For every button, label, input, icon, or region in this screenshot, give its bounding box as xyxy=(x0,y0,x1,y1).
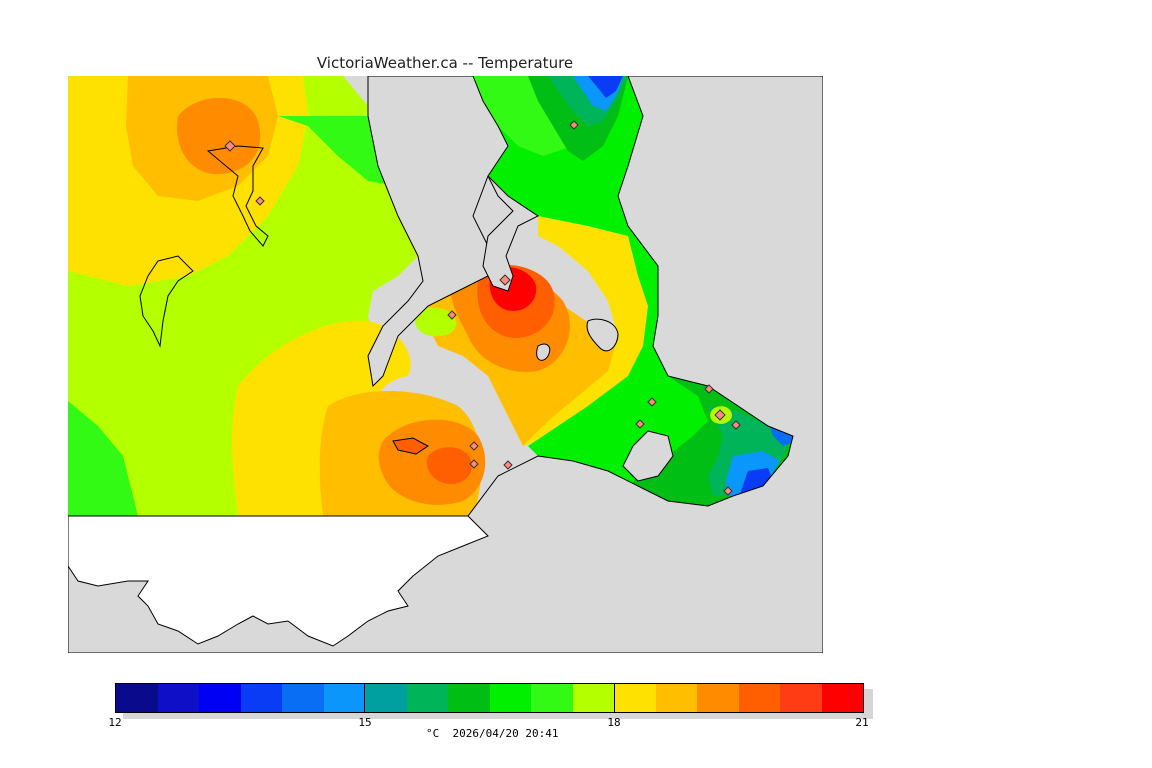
color-scale-bin xyxy=(199,684,241,712)
east-field xyxy=(473,76,798,506)
color-scale-bin xyxy=(157,684,199,712)
color-scale-bar xyxy=(115,683,873,719)
diamond-icon xyxy=(447,310,457,320)
diamond-icon xyxy=(469,459,479,469)
color-scale-bin xyxy=(282,684,324,712)
color-scale-bin xyxy=(614,684,656,712)
station-markers xyxy=(224,120,741,496)
color-scale-bin xyxy=(655,684,697,712)
diamond-icon xyxy=(635,419,645,429)
inlets xyxy=(68,76,823,653)
color-scale-bin xyxy=(489,684,531,712)
diamond-icon xyxy=(714,409,726,421)
diamond-icon xyxy=(469,441,479,451)
west-field xyxy=(68,76,486,516)
diamond-icon xyxy=(723,486,733,496)
color-scale-bins xyxy=(115,683,864,713)
color-scale-bin xyxy=(738,684,780,712)
diamond-icon xyxy=(647,397,657,407)
color-scale-bin xyxy=(323,684,365,712)
diamond-icon xyxy=(499,274,511,286)
color-scale-bin xyxy=(406,684,448,712)
temperature-map xyxy=(68,76,823,653)
color-scale-bin xyxy=(697,684,739,712)
color-scale-bin xyxy=(572,684,614,712)
color-scale-bin xyxy=(448,684,490,712)
map-title: VictoriaWeather.ca -- Temperature xyxy=(316,54,574,72)
scale-tick-label: 15 xyxy=(358,716,372,729)
diamond-icon xyxy=(569,120,579,130)
color-scale-bin xyxy=(365,684,407,712)
diamond-icon xyxy=(731,420,741,430)
color-scale-bin xyxy=(821,684,863,712)
scale-tick-label: 18 xyxy=(607,716,621,729)
color-scale-bin xyxy=(240,684,282,712)
scale-tick-label: 12 xyxy=(108,716,122,729)
color-scale-bin xyxy=(780,684,822,712)
islands xyxy=(139,145,429,455)
diamond-icon xyxy=(255,196,265,206)
scale-tick-label: 21 xyxy=(855,716,869,729)
unit-timestamp-caption: °C 2026/04/20 20:41 xyxy=(426,727,559,740)
color-scale-bin xyxy=(531,684,573,712)
diamond-icon xyxy=(224,140,236,152)
diamond-icon xyxy=(503,460,513,470)
diamond-icon xyxy=(704,384,714,394)
color-scale-bin xyxy=(116,684,158,712)
no-data-land xyxy=(68,515,489,647)
